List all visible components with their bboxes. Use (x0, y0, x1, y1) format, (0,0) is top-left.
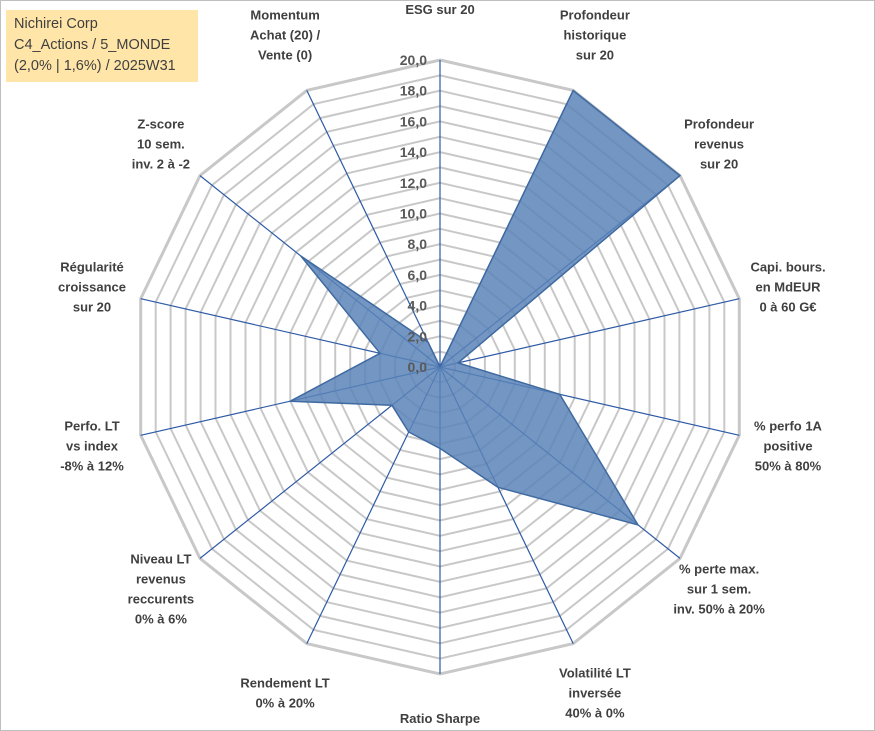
tick-label: 0,0 (408, 359, 428, 375)
axis-label: Profondeur revenus sur 20 (684, 116, 754, 171)
tick-label: 6,0 (408, 267, 428, 283)
axis-label: Z-score 10 sem. inv. 2 à -2 (132, 116, 190, 171)
radar-tick-labels: 0,0 2,0 4,0 6,0 8,0 10,0 12,0 14,0 16,0 18,0 20,0 (400, 52, 427, 375)
axis-label: Perfo. LT vs index -8% à 12% (60, 418, 124, 473)
axis-label: Volatilité LT inversée 40% à 0% (559, 666, 631, 721)
axis-label: Rendement LT 0% à 20% (240, 676, 329, 711)
tick-label: 16,0 (400, 113, 427, 129)
axis-label: % perfo 1A positive 50% à 80% (754, 418, 823, 473)
category-label: C4_Actions / 5_MONDE (14, 37, 171, 53)
tick-label: 2,0 (408, 328, 428, 344)
tick-label: 20,0 (400, 52, 427, 68)
radar-series (289, 89, 681, 526)
series-area (289, 89, 681, 526)
tick-label: 8,0 (408, 236, 428, 252)
axis-label: Niveau LT revenus reccurents 0% à 6% (128, 552, 194, 627)
tick-label: 4,0 (408, 298, 428, 314)
tick-label: 14,0 (400, 144, 427, 160)
axis-spoke (306, 90, 441, 368)
axis-label: Régularité croissance sur 20 (58, 260, 126, 315)
axis-spoke (439, 298, 740, 368)
tick-label: 10,0 (400, 206, 427, 222)
company-name: Nichirei Corp (14, 16, 98, 32)
axis-label: Momentum Achat (20) / Vente (0) (250, 7, 320, 62)
axis-label: Capi. bours. en MdEUR 0 à 60 G€ (750, 260, 825, 315)
title-box: Nichirei Corp C4_Actions / 5_MONDE (2,0%… (6, 10, 198, 82)
tick-label: 18,0 (400, 83, 427, 99)
tick-label: 12,0 (400, 175, 427, 191)
axis-label: Ratio Sharpe0 à 1 (400, 711, 480, 731)
axis-label: Profondeur historique sur 20 (560, 7, 630, 62)
axis-label: % perte max. sur 1 sem. inv. 50% à 20% (673, 562, 765, 617)
period-label: (2,0% | 1,6%) / 2025W31 (14, 58, 176, 74)
axis-label: NoteESG sur 20 (405, 0, 474, 17)
